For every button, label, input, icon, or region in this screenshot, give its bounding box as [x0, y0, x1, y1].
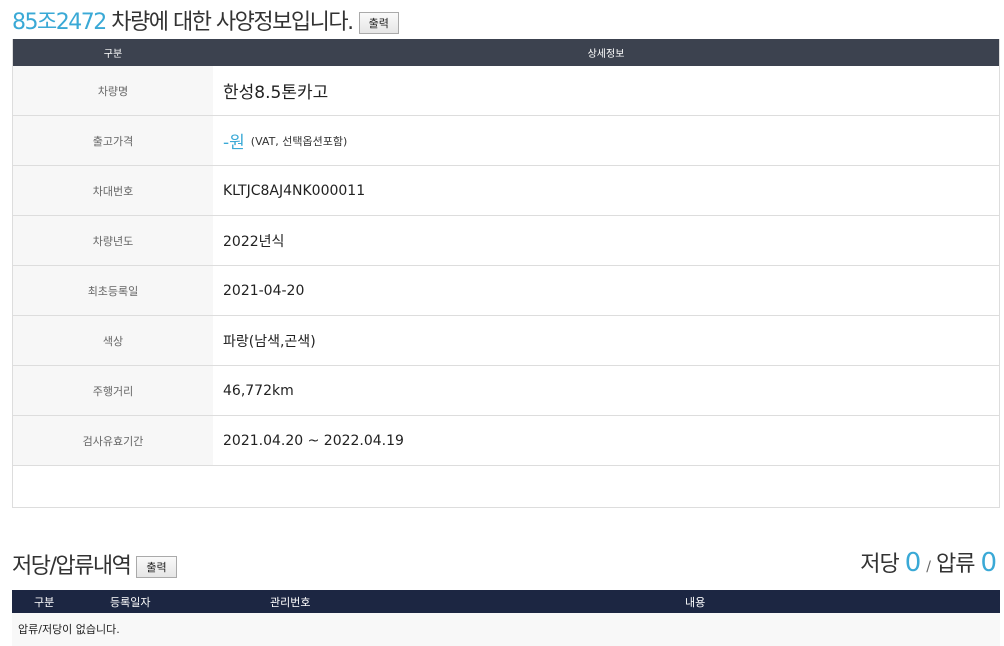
col-number: 관리번호	[270, 596, 311, 609]
row-value: 파랑(남색,곤색)	[223, 333, 316, 350]
lien-counts: 저당 0/압류 0	[860, 546, 997, 578]
row-label: 출고가격	[13, 116, 213, 165]
col-category: 구분	[103, 49, 123, 60]
plate-number: 85조2472	[12, 10, 107, 35]
print-button[interactable]: 출력	[358, 12, 399, 34]
lien-table-header: 구분 등록일자 관리번호 내용	[12, 590, 1000, 613]
row-value: KLTJC8AJ4NK000011	[223, 182, 366, 199]
row-label: 주행거리	[13, 366, 213, 415]
row-label: 최초등록일	[13, 266, 213, 315]
separator: /	[926, 559, 931, 575]
mortgage-count: 0	[904, 548, 922, 578]
page-title: 85조2472 차량에 대한 사양정보입니다. 출력	[12, 4, 399, 36]
seizure-count: 0	[980, 548, 997, 578]
row-label: 색상	[13, 316, 213, 365]
col-detail: 상세정보	[587, 49, 625, 60]
row-value: 2021-04-20	[223, 282, 305, 299]
table-row: 색상 파랑(남색,곤색)	[13, 316, 999, 366]
title-text: 차량에 대한 사양정보입니다.	[111, 10, 354, 35]
row-label: 차량명	[13, 66, 213, 115]
row-value: 한성8.5톤카고	[223, 83, 329, 103]
price-value: -원	[223, 133, 245, 153]
row-value: 2022년식	[223, 233, 285, 250]
table-row: 최초등록일 2021-04-20	[13, 266, 999, 316]
lien-title: 저당/압류내역 출력	[12, 548, 177, 580]
lien-print-button[interactable]: 출력	[136, 556, 177, 578]
seizure-label: 압류	[935, 552, 975, 577]
empty-message: 압류/저당이 없습니다.	[12, 613, 1000, 646]
row-value: 2021.04.20 ~ 2022.04.19	[223, 432, 404, 449]
table-row: 차대번호 KLTJC8AJ4NK000011	[13, 166, 999, 216]
row-label: 차대번호	[13, 166, 213, 215]
col-category: 구분	[34, 596, 55, 609]
col-content: 내용	[685, 596, 706, 609]
spec-table-header: 구분 상세정보	[13, 39, 999, 66]
table-row: 검사유효기간 2021.04.20 ~ 2022.04.19	[13, 416, 999, 466]
table-row: 차량명 한성8.5톤카고	[13, 66, 999, 116]
lien-title-text: 저당/압류내역	[12, 554, 132, 579]
col-date: 등록일자	[110, 596, 151, 609]
mortgage-label: 저당	[860, 552, 899, 577]
table-row: 주행거리 46,772km	[13, 366, 999, 416]
row-label: 검사유효기간	[13, 416, 213, 465]
lien-table: 구분 등록일자 관리번호 내용 압류/저당이 없습니다.	[12, 590, 1000, 646]
row-label: 차량년도	[13, 216, 213, 265]
table-row: 출고가격 -원 (VAT, 선택옵션포함)	[13, 116, 999, 166]
row-value: 46,772km	[223, 382, 294, 399]
table-row: 차량년도 2022년식	[13, 216, 999, 266]
price-note: (VAT, 선택옵션포함)	[250, 134, 348, 148]
spec-table: 구분 상세정보 차량명 한성8.5톤카고 출고가격 -원 (VAT, 선택옵션포함) …	[12, 39, 1000, 508]
